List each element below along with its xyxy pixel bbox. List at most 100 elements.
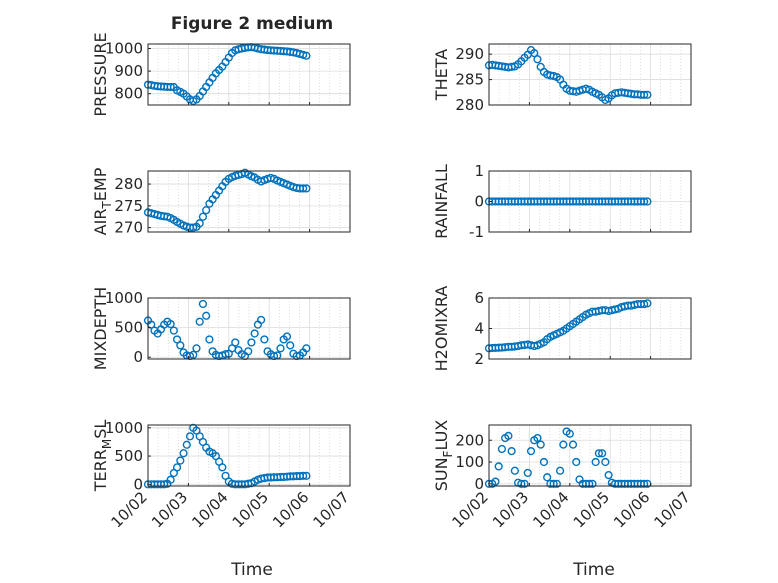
data-point bbox=[166, 319, 175, 329]
data-point bbox=[302, 51, 311, 60]
data-point bbox=[179, 449, 188, 458]
data-point bbox=[643, 90, 652, 99]
data-point bbox=[182, 440, 191, 449]
data-point bbox=[643, 299, 652, 308]
x-axis-label-left: Time bbox=[230, 560, 273, 580]
x-axis-label-right: Time bbox=[572, 560, 615, 580]
data-point bbox=[591, 457, 600, 467]
y-tick-label: 275 bbox=[114, 197, 143, 215]
data-point bbox=[302, 471, 311, 480]
x-tick-label: 10/04 bbox=[529, 488, 572, 531]
data-point bbox=[276, 344, 285, 353]
data-point bbox=[299, 471, 308, 480]
data-point bbox=[556, 466, 565, 475]
data-point bbox=[643, 197, 652, 206]
data-point bbox=[172, 463, 182, 472]
data-point bbox=[510, 466, 519, 475]
y-axis-label: THETA bbox=[432, 49, 451, 101]
x-tick-label: 10/05 bbox=[570, 488, 613, 531]
y-tick-label: 4 bbox=[474, 320, 484, 338]
data-point bbox=[218, 463, 227, 472]
y-tick-label: 280 bbox=[455, 96, 484, 114]
data-point bbox=[185, 432, 195, 441]
x-tick-label: 10/06 bbox=[269, 488, 312, 531]
data-point bbox=[221, 350, 230, 359]
y-tick-label: 270 bbox=[114, 219, 143, 237]
data-point bbox=[189, 223, 198, 232]
data-point bbox=[198, 299, 208, 309]
data-point bbox=[517, 479, 526, 488]
axes-box bbox=[488, 424, 692, 487]
y-tick-label: 290 bbox=[455, 45, 484, 63]
y-tick-label: 900 bbox=[114, 62, 143, 80]
y-tick-label: 500 bbox=[114, 319, 143, 337]
data-point bbox=[568, 440, 578, 449]
y-tick-label: 500 bbox=[114, 447, 143, 465]
y-axis-label: PRESSURE bbox=[91, 32, 110, 116]
y-tick-label: 1000 bbox=[105, 40, 143, 58]
data-point bbox=[176, 456, 185, 465]
y-axis-label: SUNFLUX bbox=[432, 420, 455, 492]
y-tick-label: 6 bbox=[474, 289, 484, 307]
y-axis-label: RAINFALL bbox=[432, 164, 451, 239]
data-point bbox=[491, 477, 500, 486]
data-point bbox=[565, 429, 574, 438]
data-point bbox=[640, 197, 649, 206]
data-point bbox=[250, 329, 259, 338]
x-tick-label: 10/02 bbox=[449, 488, 492, 531]
data-point bbox=[536, 440, 545, 449]
y-tick-label: 280 bbox=[114, 175, 143, 193]
axes-box bbox=[488, 43, 692, 106]
data-point bbox=[598, 449, 607, 458]
data-point bbox=[588, 479, 597, 488]
data-point bbox=[594, 449, 603, 458]
y-tick-label: 285 bbox=[455, 71, 484, 89]
y-axis-label: H2OMIXRA bbox=[432, 286, 451, 372]
x-tick-label: 10/03 bbox=[489, 488, 532, 531]
data-point bbox=[169, 326, 178, 335]
data-point bbox=[494, 462, 503, 471]
data-point bbox=[195, 317, 204, 326]
y-tick-label: 0 bbox=[474, 193, 484, 211]
x-tick-label: 10/03 bbox=[148, 488, 191, 531]
data-point bbox=[552, 479, 561, 488]
data-point bbox=[497, 444, 507, 454]
x-tick-label: 10/05 bbox=[229, 488, 272, 531]
y-axis-label: TERRMSL bbox=[91, 420, 114, 493]
y-tick-label: 200 bbox=[455, 431, 484, 449]
data-point bbox=[640, 300, 649, 309]
data-point bbox=[520, 479, 529, 488]
data-point bbox=[160, 480, 169, 489]
data-point bbox=[585, 479, 594, 488]
data-point bbox=[244, 347, 253, 356]
data-point bbox=[302, 344, 311, 353]
data-point bbox=[231, 338, 240, 347]
x-tick-label: 10/02 bbox=[108, 488, 151, 531]
data-point bbox=[601, 457, 610, 467]
data-point bbox=[166, 475, 175, 484]
axes-box bbox=[147, 297, 351, 360]
y-tick-label: 0 bbox=[133, 475, 143, 493]
data-point bbox=[504, 431, 513, 440]
data-point bbox=[507, 447, 516, 456]
data-point bbox=[189, 350, 198, 359]
y-tick-label: 2 bbox=[474, 350, 484, 368]
x-tick-label: 10/07 bbox=[651, 488, 694, 531]
y-tick-label: 1 bbox=[474, 162, 484, 180]
data-point bbox=[286, 341, 295, 350]
data-point bbox=[526, 447, 536, 456]
data-point bbox=[202, 311, 211, 320]
data-point bbox=[533, 55, 542, 64]
subplot-4: -1 0 1 RAINFALL bbox=[432, 162, 692, 241]
data-point bbox=[282, 332, 292, 341]
axes-box bbox=[147, 424, 351, 487]
data-point bbox=[166, 82, 175, 92]
data-point bbox=[257, 315, 266, 325]
